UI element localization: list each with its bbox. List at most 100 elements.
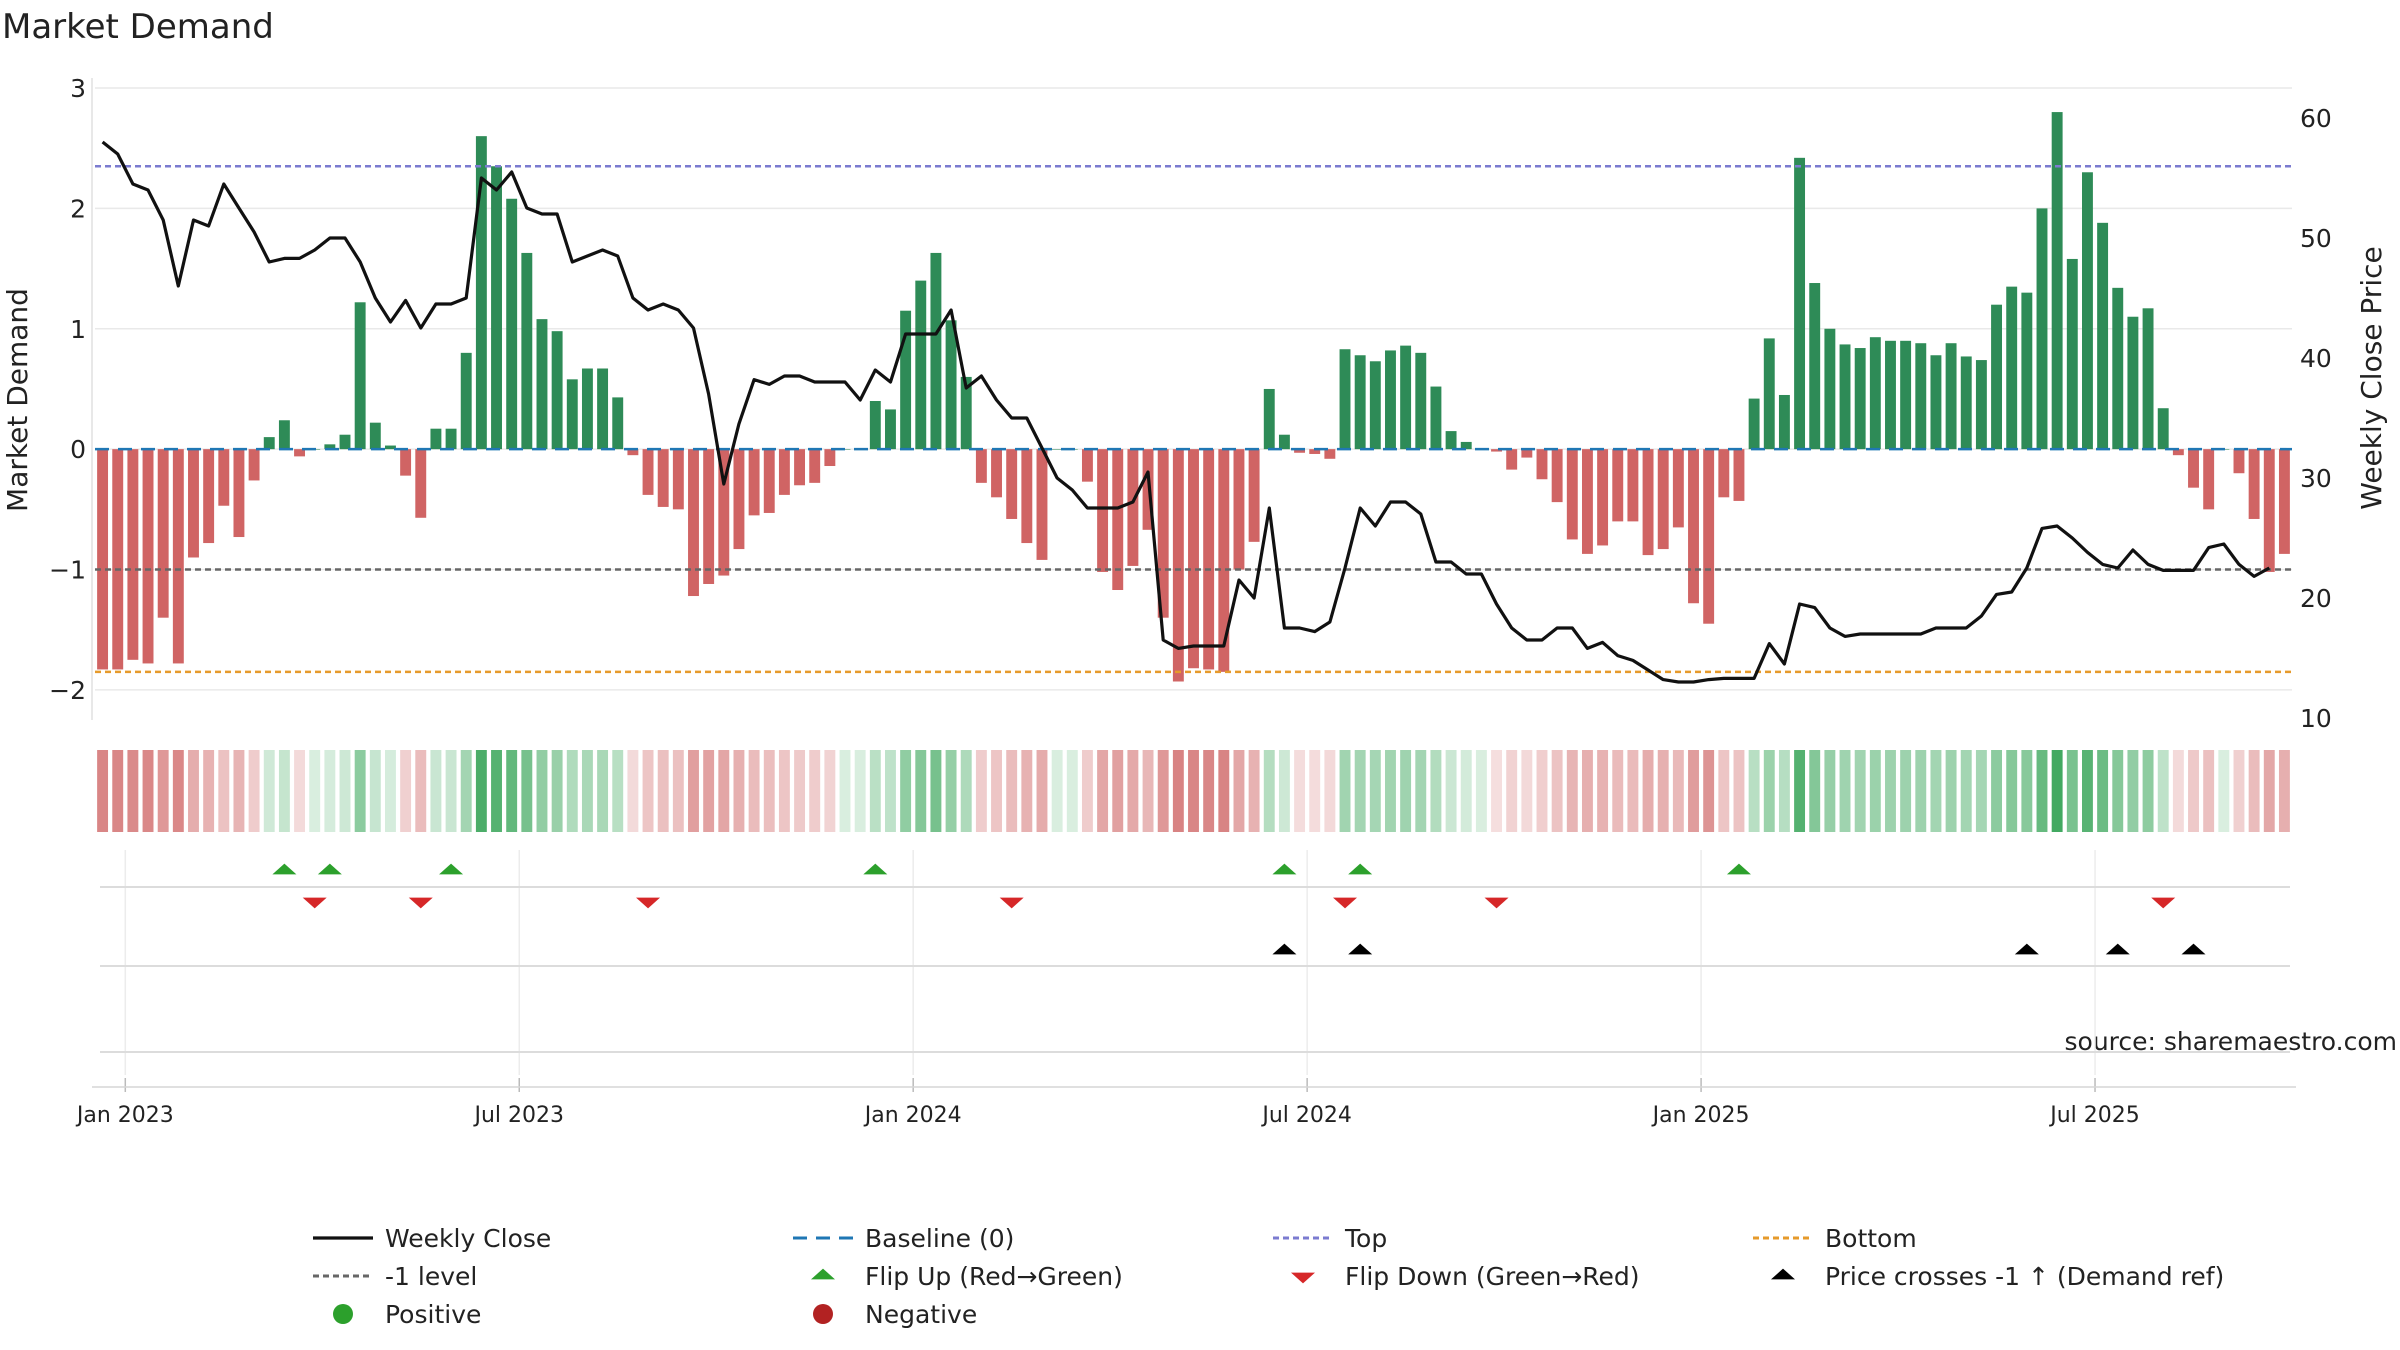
demand-bar [203, 449, 215, 544]
demand-bar [294, 449, 306, 457]
demand-bar [248, 449, 260, 481]
demand-strip-cell [1778, 750, 1790, 832]
demand-strip-cell [1430, 750, 1442, 832]
demand-strip-cell [1854, 750, 1866, 832]
demand-bar [2051, 112, 2063, 450]
legend-top-label: Top [1344, 1224, 1387, 1253]
demand-strip-cell [142, 750, 154, 832]
demand-strip-cell [1733, 750, 1745, 832]
demand-bar [2142, 308, 2154, 450]
y-tick-label: 3 [70, 74, 86, 103]
demand-bar [1536, 449, 1548, 480]
demand-strip-cell [2006, 750, 2018, 832]
demand-bar [1081, 449, 1093, 482]
demand-strip-cell [1248, 750, 1260, 832]
demand-bar [1006, 449, 1018, 519]
demand-bar [1430, 386, 1442, 450]
y-tick-label: −1 [49, 556, 86, 585]
demand-strip-cell [1869, 750, 1881, 832]
demand-strip-cell [809, 750, 821, 832]
demand-strip-cell [672, 750, 684, 832]
demand-strip-cell [1324, 750, 1336, 832]
flip-up-marker [1348, 863, 1373, 875]
demand-bar [1309, 449, 1321, 454]
y-tick-label: 0 [70, 435, 86, 464]
demand-bar [1521, 449, 1533, 458]
demand-strip-cell [1672, 750, 1684, 832]
demand-bar [2112, 287, 2124, 450]
demand-bar [1551, 449, 1563, 503]
demand-bar [1657, 449, 1669, 550]
demand-bar [1112, 449, 1124, 591]
demand-bar [1794, 157, 1806, 450]
demand-bar [1324, 449, 1336, 459]
demand-bar [1188, 449, 1199, 669]
demand-bar [1097, 449, 1109, 572]
demand-strip-cell [718, 750, 730, 832]
demand-strip-cell [188, 750, 199, 832]
demand-strip-cell [1597, 750, 1609, 832]
demand-strip-cell [551, 750, 563, 832]
demand-strip-cell [1021, 750, 1033, 832]
demand-bar [930, 252, 942, 450]
demand-bar [385, 445, 396, 450]
demand-strip-cell [172, 750, 184, 832]
legend-flip-up-label: Flip Up (Red→Green) [865, 1262, 1123, 1291]
legend-price-cross-label: Price crosses -1 ↑ (Demand ref) [1825, 1262, 2224, 1291]
demand-strip-cell [1581, 750, 1593, 832]
demand-strip-cell [1278, 750, 1290, 832]
demand-strip-cell [309, 750, 321, 832]
demand-bar [960, 376, 972, 450]
demand-strip-cell [1081, 750, 1093, 832]
demand-strip-cell [1263, 750, 1275, 832]
flip-up-marker [1272, 863, 1297, 875]
weekly-close-line [101, 140, 2271, 684]
demand-bar [2157, 408, 2169, 450]
demand-strip-cell [1521, 750, 1533, 832]
demand-bar [1157, 449, 1169, 618]
demand-bar [1763, 338, 1775, 450]
demand-strip-cell [1900, 750, 1912, 832]
demand-bar [1263, 388, 1275, 450]
demand-strip-cell [1066, 750, 1078, 832]
demand-bar [703, 449, 715, 584]
demand-strip-cell [1612, 750, 1624, 832]
demand-strip-cell [218, 750, 230, 832]
demand-strip-cell [642, 750, 654, 832]
demand-bar [157, 449, 169, 618]
demand-strip-cell [233, 750, 245, 832]
demand-strip-cell [324, 750, 336, 832]
flip-down-marker [999, 897, 1024, 909]
demand-strip-cell [1445, 750, 1457, 832]
demand-strip-cell [1385, 750, 1396, 832]
demand-bar [1748, 398, 1760, 450]
demand-strip-cell [1915, 750, 1927, 832]
demand-bar [430, 428, 442, 450]
legend-weekly-close-label: Weekly Close [385, 1224, 551, 1253]
demand-bar [2097, 222, 2109, 450]
demand-strip-cell [1991, 750, 2002, 832]
demand-bar [1945, 343, 1957, 450]
demand-strip-cell [2142, 750, 2154, 832]
demand-bar [475, 136, 487, 450]
demand-bar [1369, 361, 1381, 450]
demand-strip-cell [2112, 750, 2124, 832]
x-tick-label: Jul 2025 [2048, 1103, 2140, 1128]
demand-bar [188, 449, 199, 558]
y-tick-label: 2 [70, 194, 86, 223]
demand-bar [2006, 286, 2018, 450]
demand-bar [2248, 449, 2260, 519]
demand-strip-cell [1475, 750, 1487, 832]
demand-strip-cell [2233, 750, 2245, 832]
demand-strip-cell [278, 750, 290, 832]
demand-bar [1991, 304, 2002, 450]
demand-strip-cell [2021, 750, 2033, 832]
flip-down-marker [302, 897, 327, 909]
demand-strip-cell [1218, 750, 1230, 832]
demand-bar [1597, 449, 1609, 546]
demand-strip-cell [1824, 750, 1836, 832]
demand-strip-cell [839, 750, 851, 832]
legend-flip-down-label: Flip Down (Green→Red) [1345, 1262, 1640, 1291]
demand-strip-cell [566, 750, 578, 832]
flip-down-marker [408, 897, 433, 909]
